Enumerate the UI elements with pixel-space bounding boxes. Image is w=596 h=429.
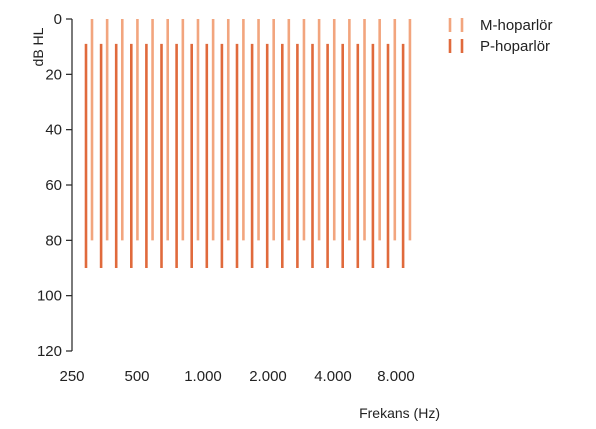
y-ticks: 0 20 40 60 80 100 120 [37, 11, 72, 360]
legend-label-p: P-hoparlör [480, 38, 550, 55]
x-tick-label: 4.000 [314, 368, 352, 385]
bars-layer [84, 19, 412, 268]
x-tick-label: 500 [124, 368, 149, 385]
x-tick-label: 250 [59, 368, 84, 385]
legend: M-hoparlör P-hoparlör [448, 17, 553, 55]
legend-item-m-hoparlor[interactable]: M-hoparlör [448, 17, 553, 34]
legend-item-p-hoparlor[interactable]: P-hoparlör [448, 38, 550, 55]
y-tick-label: 100 [37, 288, 62, 305]
x-tick-label: 2.000 [249, 368, 287, 385]
x-axis-title: Frekans (Hz) [359, 405, 440, 421]
y-tick-label: 0 [54, 11, 62, 28]
y-axis-title: dB HL [30, 27, 46, 66]
y-tick-label: 20 [45, 66, 62, 83]
y-tick-label: 40 [45, 122, 62, 139]
y-tick-label: 80 [45, 232, 62, 249]
x-tick-label: 1.000 [184, 368, 222, 385]
x-tick-label: 8.000 [377, 368, 415, 385]
y-tick-label: 60 [45, 177, 62, 194]
legend-label-m: M-hoparlör [480, 17, 553, 34]
y-tick-label: 120 [37, 343, 62, 360]
